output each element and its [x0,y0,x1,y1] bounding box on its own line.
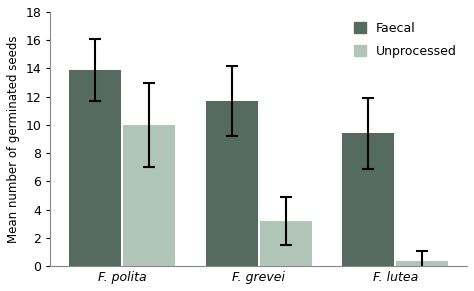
Bar [69,70,121,266]
Bar [396,260,448,266]
Bar [206,101,258,266]
Bar [123,125,175,266]
Y-axis label: Mean number of germinated seeds: Mean number of germinated seeds [7,35,20,243]
Bar [342,133,394,266]
Bar [260,221,311,266]
Legend: Faecal, Unprocessed: Faecal, Unprocessed [350,18,461,62]
